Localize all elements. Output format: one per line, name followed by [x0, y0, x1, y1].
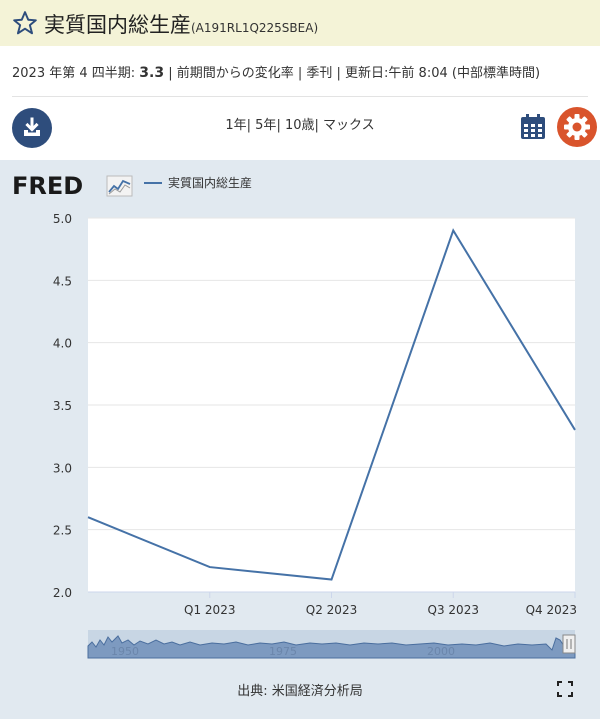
navigator-label: 1950: [111, 645, 139, 658]
series-info: 2023 年第 4 四半期: 3.3 | 前期間からの変化率 | 季刊 | 更新…: [12, 62, 540, 81]
range-1y[interactable]: 1年: [225, 118, 247, 133]
navigator-label: 1975: [269, 645, 297, 658]
navigator-label: 2000: [427, 645, 455, 658]
chart-legend[interactable]: 実質国内総生産: [144, 174, 252, 191]
navigator-handle[interactable]: [562, 634, 576, 654]
y-tick-label: 4.5: [53, 274, 72, 288]
line-chart: 2.0 2.5 3.0 3.5 4.0 4.5 5.0 Q1 2023 Q2 2023 Q3 2…: [53, 212, 580, 659]
fred-logo-text: FRED: [12, 172, 83, 198]
range-10y[interactable]: 10歳: [284, 118, 315, 133]
y-tick-label: 4.0: [53, 337, 72, 351]
page-title: 実質国内総生産(A191RL1Q225SBEA): [44, 9, 318, 39]
y-tick-label: 5.0: [53, 212, 72, 226]
latest-value: 3.3: [139, 65, 165, 81]
range-5y[interactable]: 5年: [255, 118, 277, 133]
x-tick-label: Q4 2023: [526, 603, 577, 617]
data-point[interactable]: [327, 575, 337, 585]
legend-label: 実質国内総生産: [168, 176, 253, 190]
range-max[interactable]: マックス: [323, 118, 375, 133]
period-label: 2023 年第 4 四半期:: [12, 66, 136, 81]
y-tick-label: 3.5: [53, 399, 72, 413]
date-range-links: 1年| 5年| 10歳| マックス: [225, 118, 375, 133]
title-bar: 実質国内総生産(A191RL1Q225SBEA): [0, 0, 600, 46]
fred-logo[interactable]: FRED: [12, 172, 134, 202]
navigator-series: [87, 635, 576, 659]
source-note: 出典: 米国経済分析局: [237, 684, 363, 699]
x-tick-label: Q2 2023: [306, 603, 357, 617]
data-point[interactable]: [570, 425, 580, 435]
units-info: | 前期間からの変化率 | 季刊 | 更新日:午前 8:04 (中部標準時間): [168, 66, 541, 81]
download-button[interactable]: [12, 108, 52, 148]
x-tick-label: Q3 2023: [428, 603, 479, 617]
series-code: (A191RL1Q225SBEA): [191, 21, 319, 35]
gear-icon: [564, 114, 590, 140]
calendar-icon[interactable]: [519, 113, 547, 141]
y-tick-label: 2.0: [53, 586, 72, 600]
x-tick-label: Q1 2023: [184, 603, 235, 617]
y-tick-label: 3.0: [53, 461, 72, 475]
data-point[interactable]: [83, 512, 93, 522]
data-point[interactable]: [448, 225, 458, 235]
divider: [12, 96, 588, 97]
download-icon: [24, 117, 40, 136]
fullscreen-icon[interactable]: [557, 681, 573, 697]
data-point[interactable]: [205, 562, 215, 572]
series-line[interactable]: [87, 228, 576, 581]
settings-button[interactable]: [557, 107, 597, 147]
y-tick-label: 2.5: [53, 524, 72, 538]
star-icon[interactable]: [12, 10, 38, 36]
series-title: 実質国内総生産: [44, 13, 191, 37]
legend-swatch: [144, 181, 162, 184]
